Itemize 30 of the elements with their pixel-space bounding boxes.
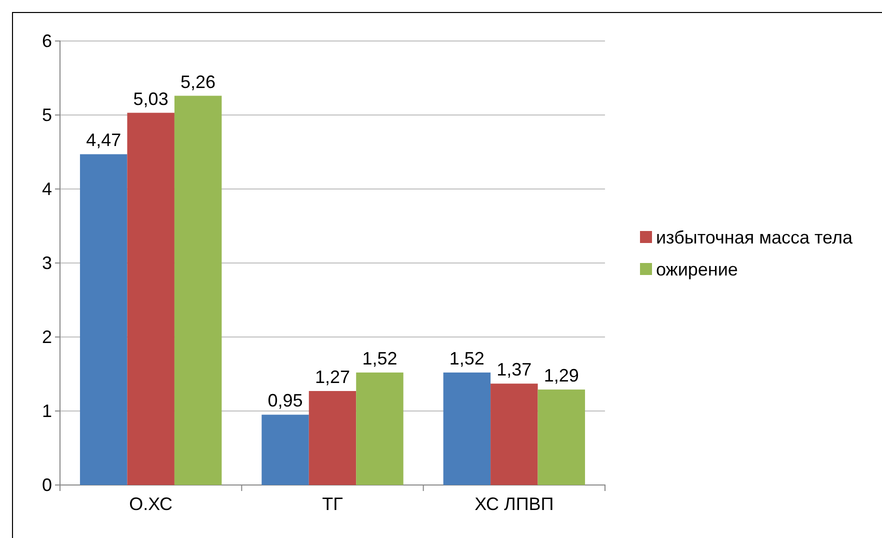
x-tick-label: О.ХС: [129, 494, 173, 514]
x-tick-label: ТГ: [322, 494, 344, 514]
legend-label: ожирение: [656, 259, 738, 280]
data-label: 4,47: [86, 130, 122, 150]
legend-label: избыточная масса тела: [656, 227, 854, 248]
bar: [262, 414, 309, 485]
data-label: 1,29: [544, 366, 579, 386]
bar: [490, 384, 538, 485]
x-tick-label: ХС ЛПВП: [474, 494, 554, 514]
bar: [80, 154, 128, 485]
bar: [308, 391, 356, 485]
y-tick-label: 4: [42, 178, 52, 199]
y-tick-label: 3: [42, 252, 52, 273]
data-label: 5,03: [133, 88, 168, 109]
data-label: 5,26: [180, 72, 216, 92]
y-tick-label: 5: [42, 104, 52, 125]
y-tick-label: 1: [42, 400, 52, 421]
data-label: 1,52: [362, 348, 398, 369]
y-tick-label: 2: [42, 326, 52, 347]
bar: [356, 372, 404, 485]
bar: [538, 390, 586, 485]
data-label: 1,27: [314, 367, 350, 388]
y-tick-label: 6: [42, 30, 52, 51]
data-label: 1,37: [496, 360, 532, 380]
data-label: 1,52: [449, 348, 484, 369]
bar: [174, 96, 222, 485]
bar: [443, 372, 491, 485]
y-tick-label: 0: [42, 474, 52, 495]
data-label: 0,95: [268, 390, 303, 411]
bar: [127, 112, 174, 485]
